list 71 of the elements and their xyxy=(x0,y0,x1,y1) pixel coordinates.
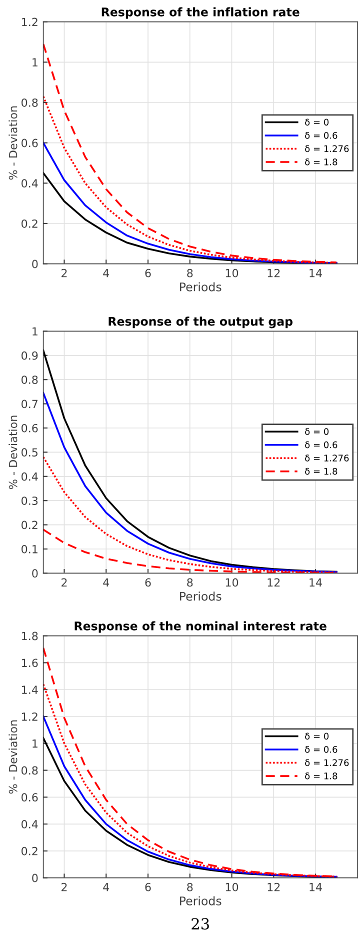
y-tick-label: 0.5 xyxy=(22,448,38,457)
y-tick-label: 0.1 xyxy=(22,544,38,554)
x-tick-label: 14 xyxy=(310,578,322,586)
x-tick-label: 14 xyxy=(310,883,322,892)
x-axis-title: Periods xyxy=(180,896,222,906)
y-tick-label: 1 xyxy=(32,327,38,336)
y-tick-label: 0 xyxy=(32,260,38,268)
x-tick-label: 8 xyxy=(187,882,193,892)
y-tick-label: 1.2 xyxy=(22,18,38,26)
x-tick-label: 12 xyxy=(268,268,280,278)
y-tick-label: 0.2 xyxy=(22,219,38,228)
y-tick-label: 0.2 xyxy=(22,846,38,856)
y-tick-label: 0 xyxy=(32,569,38,578)
x-tick-label: 4 xyxy=(103,269,110,278)
legend-label: δ = 0 xyxy=(305,428,329,435)
chart-title: Response of the nominal interest rate xyxy=(74,621,326,633)
y-tick-label: 0.3 xyxy=(22,496,38,505)
y-tick-label: 0.8 xyxy=(22,98,38,107)
y-axis-title: % - Deviation xyxy=(8,106,18,180)
x-tick-label: 10 xyxy=(226,578,238,587)
x-tick-label: 6 xyxy=(145,578,151,587)
legend-label: δ = 0.6 xyxy=(305,441,338,448)
y-tick-label: 0.7 xyxy=(22,400,38,408)
legend-label: δ = 1.8 xyxy=(305,468,338,475)
x-tick-label: 14 xyxy=(310,269,322,278)
y-tick-label: 0.4 xyxy=(22,179,38,188)
y-tick-label: 0.6 xyxy=(22,424,38,432)
legend-label: δ = 1.276 xyxy=(305,759,349,766)
chart-title: Response of the inflation rate xyxy=(102,7,300,19)
x-tick-label: 10 xyxy=(226,268,238,278)
legend-label: δ = 1.8 xyxy=(305,158,338,166)
y-tick-label: 0.6 xyxy=(22,138,38,148)
legend-label: δ = 0.6 xyxy=(305,746,338,753)
legend-label: δ = 1.8 xyxy=(305,772,338,780)
x-tick-label: 8 xyxy=(187,578,193,587)
x-tick-label: 2 xyxy=(62,578,67,586)
x-tick-label: 12 xyxy=(268,578,280,586)
chart-title: Response of the output gap xyxy=(108,316,293,328)
y-tick-label: 1 xyxy=(32,740,38,748)
x-tick-label: 8 xyxy=(187,268,193,278)
x-tick-label: 4 xyxy=(103,578,110,586)
legend-label: δ = 1.276 xyxy=(305,145,349,152)
y-axis-title: % - Deviation xyxy=(8,720,18,794)
x-axis-title: Periods xyxy=(180,592,222,601)
legend-label: δ = 0 xyxy=(305,732,329,740)
y-axis-title: % - Deviation xyxy=(8,416,18,489)
y-tick-label: 0.8 xyxy=(22,766,38,775)
y-tick-label: 0.4 xyxy=(22,820,38,828)
x-tick-label: 6 xyxy=(145,882,151,892)
legend-label: δ = 1.276 xyxy=(305,454,349,462)
y-tick-label: 0 xyxy=(32,874,38,882)
text: 23 xyxy=(192,918,209,930)
y-tick-label: 1.2 xyxy=(22,712,38,721)
y-tick-label: 0.8 xyxy=(22,376,38,384)
y-tick-label: 1.8 xyxy=(22,632,38,640)
y-tick-label: 1 xyxy=(32,58,38,66)
x-tick-label: 2 xyxy=(62,882,67,892)
y-tick-label: 0.2 xyxy=(22,520,38,530)
y-tick-label: 1.6 xyxy=(22,658,38,668)
legend-label: δ = 0.6 xyxy=(305,132,338,139)
x-tick-label: 2 xyxy=(62,268,67,278)
x-axis-title: Periods xyxy=(180,282,222,292)
y-tick-label: 0.4 xyxy=(22,472,38,481)
x-tick-label: 6 xyxy=(145,268,151,278)
y-tick-label: 1.4 xyxy=(22,686,38,694)
legend-label: δ = 0 xyxy=(305,118,329,126)
x-tick-label: 4 xyxy=(103,883,110,892)
y-tick-label: 0.9 xyxy=(22,351,38,360)
x-tick-label: 10 xyxy=(226,882,238,892)
y-tick-label: 0.6 xyxy=(22,793,38,802)
x-tick-label: 12 xyxy=(268,882,280,892)
